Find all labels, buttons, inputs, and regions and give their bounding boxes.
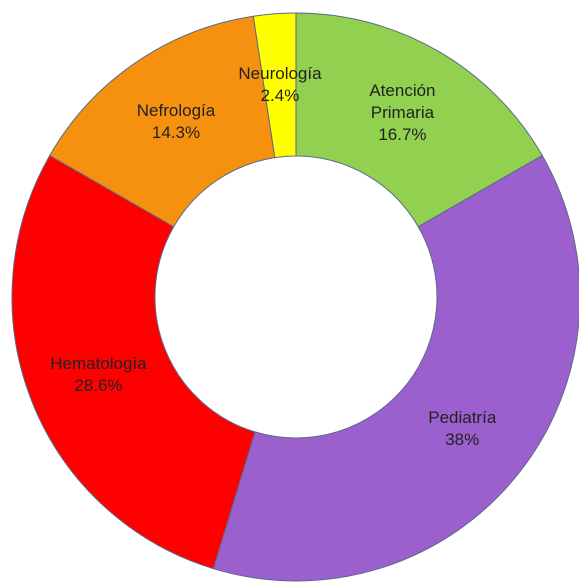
donut-slice <box>295 12 543 228</box>
donut-slice <box>252 12 297 159</box>
slice-label: Pediatría 38% <box>428 407 496 451</box>
value-label: 16.7% <box>378 125 427 145</box>
donut-slice <box>212 154 579 582</box>
slice-label: Neurología 2.4% <box>238 63 321 107</box>
category-label: Atención Primaria <box>369 80 436 123</box>
value-label: 2.4% <box>260 86 300 106</box>
value-label: 38% <box>445 430 480 450</box>
value-label: 14.3% <box>151 122 201 142</box>
slice-label: Nefrología 14.3% <box>137 100 215 144</box>
slice-label: Atención Primaria 16.7% <box>346 80 458 146</box>
category-label: Pediatría <box>428 408 497 428</box>
slice-label: Hematología 28.6% <box>50 353 146 397</box>
category-label: Neurología <box>238 64 322 83</box>
value-label: 28.6% <box>74 376 123 396</box>
category-label: Hematología <box>50 354 147 374</box>
donut-slice <box>11 154 256 570</box>
category-label: Nefrología <box>136 100 216 120</box>
donut-slice <box>49 15 276 228</box>
